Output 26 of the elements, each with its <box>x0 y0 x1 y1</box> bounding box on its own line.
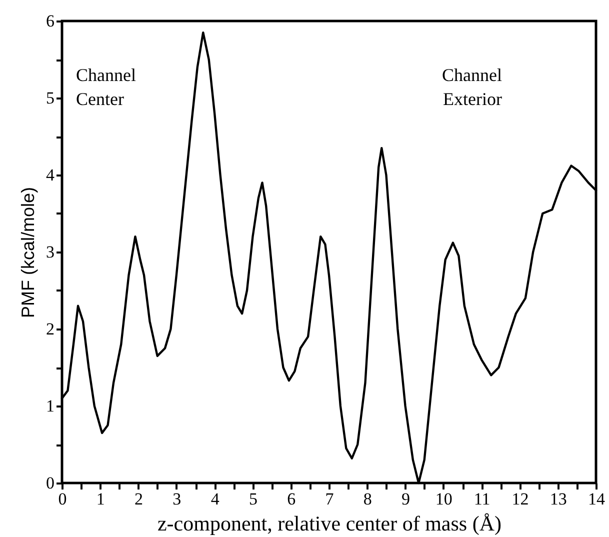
x-axis-title: z-component, relative center of mass (Å) <box>157 512 502 536</box>
y-tick-label: 5 <box>46 88 54 108</box>
y-tick-label: 2 <box>46 320 54 338</box>
x-tick-label: 6 <box>287 490 296 508</box>
x-tick-label: 0 <box>58 490 67 508</box>
x-tick-label: 5 <box>248 490 258 508</box>
y-tick-label: 1 <box>46 396 54 416</box>
y-tick-label: 6 <box>46 12 54 30</box>
x-tick-label: 8 <box>363 490 372 508</box>
annotation: Channel Exterior <box>442 65 502 109</box>
x-tick-label: 9 <box>402 490 410 508</box>
x-tick-label: 4 <box>210 490 220 508</box>
x-tick-label: 11 <box>474 490 490 508</box>
x-tick-label: 12 <box>512 490 529 508</box>
x-tick-label: 7 <box>325 490 334 508</box>
x-tick-label: 10 <box>435 490 452 508</box>
x-tick-label: 14 <box>588 490 606 508</box>
x-tick-label: 3 <box>172 490 182 508</box>
y-tick-label: 3 <box>46 242 54 262</box>
x-tick-label: 13 <box>550 490 567 508</box>
x-tick-label: 1 <box>96 490 105 508</box>
y-tick-label: 0 <box>46 474 54 492</box>
y-tick-label: 4 <box>46 166 55 184</box>
y-axis-title: PMF (kcal/mole) <box>18 186 38 318</box>
annotation: Channel Center <box>76 65 136 109</box>
x-tick-label: 2 <box>134 490 144 508</box>
